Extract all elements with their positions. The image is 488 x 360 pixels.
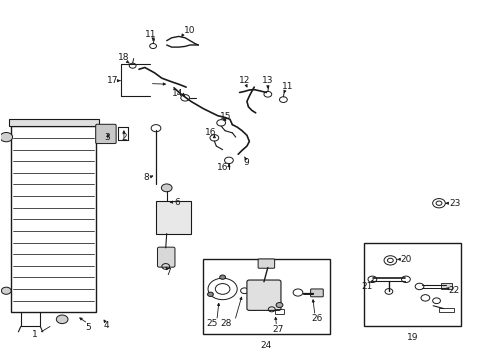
Text: 22: 22 [447, 285, 458, 294]
Text: 20: 20 [399, 255, 411, 264]
Text: 10: 10 [184, 26, 195, 35]
FancyBboxPatch shape [96, 124, 116, 144]
Text: 8: 8 [143, 173, 149, 182]
Circle shape [161, 184, 172, 192]
Text: 11: 11 [145, 30, 157, 39]
Bar [203, 258, 329, 334]
Text: 26: 26 [311, 314, 323, 323]
Text: 18: 18 [118, 53, 129, 62]
FancyBboxPatch shape [310, 289, 323, 297]
Circle shape [56, 315, 68, 324]
Text: 21: 21 [361, 282, 372, 291]
Text: 23: 23 [448, 199, 459, 208]
Text: 16: 16 [216, 163, 228, 172]
Text: 27: 27 [272, 325, 284, 334]
Text: 13: 13 [262, 76, 273, 85]
FancyBboxPatch shape [157, 247, 175, 267]
Circle shape [276, 302, 283, 307]
Circle shape [207, 292, 213, 296]
Text: 17: 17 [106, 76, 118, 85]
Text: 24: 24 [260, 341, 271, 350]
FancyBboxPatch shape [258, 259, 274, 268]
Text: 2: 2 [121, 133, 126, 142]
FancyBboxPatch shape [246, 280, 281, 310]
Text: 16: 16 [204, 129, 216, 138]
Text: 5: 5 [85, 323, 91, 332]
Text: 7: 7 [164, 268, 170, 277]
Bar [11, 126, 96, 312]
Text: 25: 25 [206, 319, 217, 328]
Text: 4: 4 [103, 321, 108, 330]
Circle shape [1, 287, 11, 294]
Circle shape [0, 132, 13, 142]
Bar [438, 308, 453, 312]
Bar [274, 309, 284, 314]
Bar [363, 243, 460, 327]
Circle shape [219, 275, 225, 279]
Text: 15: 15 [220, 112, 231, 121]
Text: 6: 6 [174, 198, 180, 207]
Text: 12: 12 [238, 76, 250, 85]
Text: 19: 19 [406, 333, 417, 342]
Text: 3: 3 [104, 133, 110, 142]
Bar [441, 283, 451, 289]
Text: 1: 1 [32, 330, 37, 339]
Text: 11: 11 [281, 82, 292, 91]
FancyBboxPatch shape [156, 202, 191, 234]
Text: 14: 14 [171, 89, 183, 98]
Text: 9: 9 [243, 158, 248, 167]
Bar [9, 118, 99, 126]
Text: 28: 28 [221, 319, 232, 328]
